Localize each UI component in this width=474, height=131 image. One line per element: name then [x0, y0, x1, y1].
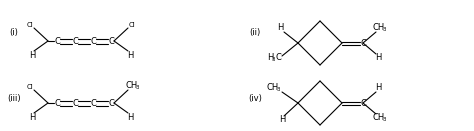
Text: H: H [29, 50, 35, 59]
Text: (iii): (iii) [7, 94, 21, 103]
Text: H: H [29, 113, 35, 121]
Text: (i): (i) [9, 29, 18, 37]
Text: Cl: Cl [128, 22, 136, 28]
Text: C: C [90, 37, 96, 45]
Text: H: H [127, 50, 133, 59]
Text: H: H [375, 53, 381, 61]
Text: 3: 3 [383, 27, 386, 32]
Text: H: H [127, 113, 133, 121]
Text: 3: 3 [272, 57, 275, 62]
Text: H: H [279, 116, 285, 124]
Text: C: C [360, 39, 366, 48]
Text: C: C [72, 37, 78, 45]
Text: CH: CH [373, 23, 385, 32]
Text: (ii): (ii) [249, 29, 261, 37]
Text: H: H [267, 53, 273, 62]
Text: C: C [108, 37, 114, 45]
Text: CH: CH [126, 81, 138, 91]
Text: Cl: Cl [27, 22, 33, 28]
Text: C: C [54, 99, 60, 108]
Text: 3: 3 [276, 87, 280, 92]
Text: H: H [277, 23, 283, 32]
Text: C: C [54, 37, 60, 45]
Text: C: C [108, 99, 114, 108]
Text: Cl: Cl [27, 84, 33, 90]
Text: CH: CH [267, 83, 279, 92]
Text: C: C [90, 99, 96, 108]
Text: (iv): (iv) [248, 94, 262, 103]
Text: CH: CH [373, 113, 385, 122]
Text: H: H [375, 83, 381, 92]
Text: 3: 3 [136, 85, 139, 90]
Text: 3: 3 [383, 117, 386, 122]
Text: C: C [360, 99, 366, 108]
Text: C: C [276, 53, 282, 62]
Text: C: C [72, 99, 78, 108]
